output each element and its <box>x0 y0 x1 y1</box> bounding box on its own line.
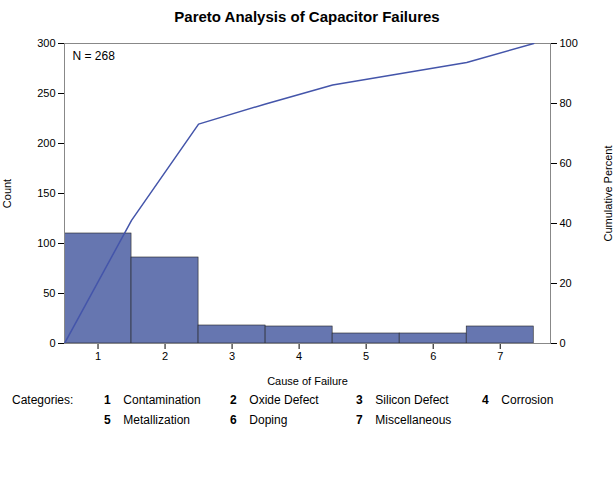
svg-text:100: 100 <box>37 237 55 249</box>
svg-text:Cumulative Percent: Cumulative Percent <box>602 146 614 242</box>
html-text:5: 5 <box>104 413 111 427</box>
svg-text:0: 0 <box>49 337 55 349</box>
svg-text:150: 150 <box>37 187 55 199</box>
svg-text:40: 40 <box>560 217 572 229</box>
html-text:3: 3 <box>356 393 363 407</box>
svg-text:4: 4 <box>296 350 302 362</box>
svg-text:20: 20 <box>560 277 572 289</box>
svg-text:250: 250 <box>37 87 55 99</box>
html-text:7: 7 <box>356 413 363 427</box>
svg-text:0: 0 <box>560 337 566 349</box>
html-text:1: 1 <box>104 393 111 407</box>
svg-text:1: 1 <box>95 350 101 362</box>
html-text:4: 4 <box>482 393 489 407</box>
html-text:Metallization: Metallization <box>120 413 190 427</box>
html-text:Silicon Defect: Silicon Defect <box>372 393 449 407</box>
svg-text:80: 80 <box>560 97 572 109</box>
svg-text:3: 3 <box>229 350 235 362</box>
svg-text:6: 6 <box>430 350 436 362</box>
html-text:Corrosion: Corrosion <box>498 393 554 407</box>
html-text:Miscellaneous: Miscellaneous <box>372 413 452 427</box>
svg-text:200: 200 <box>37 137 55 149</box>
svg-text:Count: Count <box>1 179 13 208</box>
html-text:2: 2 <box>230 393 237 407</box>
html-text:Contamination: Contamination <box>120 393 201 407</box>
svg-text:5: 5 <box>363 350 369 362</box>
svg-text:50: 50 <box>43 287 55 299</box>
svg-text:60: 60 <box>560 157 572 169</box>
svg-text:2: 2 <box>162 350 168 362</box>
svg-text:100: 100 <box>560 37 578 49</box>
html-text:Categories:: Categories: <box>12 393 74 407</box>
svg-text:300: 300 <box>37 37 55 49</box>
svg-text:Cause of Failure: Cause of Failure <box>267 375 348 387</box>
html-text:Doping: Doping <box>246 413 288 427</box>
html-text:Oxide Defect: Oxide Defect <box>246 393 319 407</box>
svg-text:7: 7 <box>497 350 503 362</box>
html-text:6: 6 <box>230 413 237 427</box>
html-text:Pareto Analysis of Capacitor F: Pareto Analysis of Capacitor Failures <box>174 8 440 25</box>
svg-text:N = 268: N = 268 <box>73 49 116 63</box>
